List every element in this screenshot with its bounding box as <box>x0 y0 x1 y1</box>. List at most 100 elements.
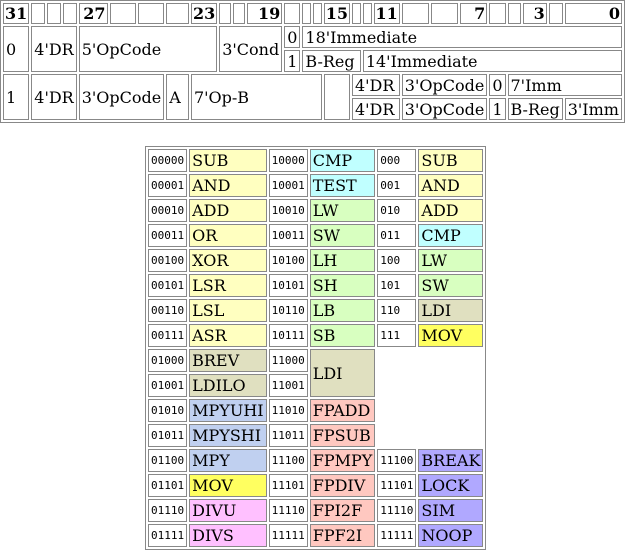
format1-a-field: A <box>166 74 189 120</box>
opcode-code: 01100 <box>148 449 188 472</box>
opcode-empty-cell <box>418 399 483 422</box>
opcode-mnemonic: FPF2I <box>309 524 376 547</box>
opcode-code: 01001 <box>148 374 188 397</box>
opcode-empty-cell <box>377 349 416 372</box>
opcode-mnemonic: BREAK <box>418 449 484 472</box>
opcode-code: 11000 <box>268 349 308 372</box>
opcode-empty-cell <box>377 399 416 422</box>
opcode-code: 00101 <box>148 274 188 297</box>
opcode-table-body: 00000 SUB 10000 CMP 000 SUB 00001 AND 10001 TEST 0… <box>148 149 484 547</box>
opcode-code: 01111 <box>148 524 188 547</box>
opcode-mnemonic: LW <box>309 199 376 222</box>
opcode-code: 001 <box>377 174 417 197</box>
opcode-mnemonic: FPDIV <box>309 474 376 497</box>
bit-cell <box>302 3 312 24</box>
opcode-code: 10001 <box>268 174 308 197</box>
opcode-code: 10101 <box>268 274 308 297</box>
opcode-table: 00000 SUB 10000 CMP 000 SUB 00001 AND 10001 TEST 0… <box>145 146 487 550</box>
opcode-row: 01100 MPY 11100 FPMPY 11100 BREAK <box>148 449 484 472</box>
opcode-code: 11001 <box>268 374 308 397</box>
opcode-code: 000 <box>377 149 417 172</box>
opcode-mnemonic: MOV <box>189 474 267 497</box>
opcode-mnemonic: LW <box>418 249 484 272</box>
opcode-row: 01010 MPYUHI 11010 FPADD <box>148 399 483 422</box>
opcode-row: 01101 MOV 11101 FPDIV 11101 LOCK <box>148 474 484 497</box>
opcode-code: 00010 <box>148 199 188 222</box>
opcode-code: 00011 <box>148 224 188 247</box>
opcode-row: 00011 OR 10011 SW 011 CMP <box>148 224 484 247</box>
opcode-mnemonic: ASR <box>189 324 267 347</box>
opcode-mnemonic: AND <box>189 174 267 197</box>
bit-cell <box>219 3 232 24</box>
opcode-code: 11111 <box>377 524 417 547</box>
opcode-mnemonic: NOOP <box>418 524 484 547</box>
format0-opcode-field: 5'OpCode <box>78 26 218 72</box>
bit-cell <box>137 3 165 24</box>
opcode-row: 00000 SUB 10000 CMP 000 SUB <box>148 149 484 172</box>
opcode-code: 10110 <box>268 299 308 322</box>
opcode-code: 11100 <box>268 449 308 472</box>
opcode-mnemonic: LDI <box>309 349 376 397</box>
opcode-row: 00001 AND 10001 TEST 001 AND <box>148 174 484 197</box>
instruction-encoding-table: 31 27 23 19 15 11 7 3 0 0 4'DR 5'OpCode … <box>0 0 625 123</box>
opcode-code: 01011 <box>148 424 188 447</box>
bit-11: 11 <box>373 3 400 24</box>
opcode-mnemonic: MPYUHI <box>189 399 267 422</box>
format0-imm18-field: 18'Immediate <box>302 26 622 48</box>
opcode-mnemonic: LOCK <box>418 474 484 497</box>
format0-select-1: 1 <box>284 50 301 72</box>
opcode-code: 111 <box>377 324 417 347</box>
opcode-mnemonic: FPADD <box>309 399 376 422</box>
bit-cell <box>284 3 301 24</box>
opcode-mnemonic: LH <box>309 249 376 272</box>
format1-row-b: 4'DR 3'OpCode 1 B-Reg 3'Imm <box>3 98 622 120</box>
opcode-code: 11010 <box>268 399 308 422</box>
format0-row-b: 1 B-Reg 14'Immediate <box>3 50 622 72</box>
opcode-code: 010 <box>377 199 417 222</box>
opcode-row: 00101 LSR 10101 SH 101 SW <box>148 274 484 297</box>
opcode-mnemonic: SW <box>309 224 376 247</box>
opcode-mnemonic: AND <box>418 174 484 197</box>
format1-row2-breg: B-Reg <box>507 98 563 120</box>
opcode-mnemonic: TEST <box>309 174 376 197</box>
bit-cell <box>351 3 361 24</box>
opcode-mnemonic: DIVS <box>189 524 267 547</box>
bit-15: 15 <box>323 3 350 24</box>
opcode-mnemonic: LDI <box>418 299 484 322</box>
opcode-mnemonic: SB <box>309 324 376 347</box>
opcode-code: 01010 <box>148 399 188 422</box>
bit-23: 23 <box>190 3 218 24</box>
bit-19: 19 <box>247 3 283 24</box>
opcode-code: 11011 <box>268 424 308 447</box>
opcode-code: 11100 <box>377 449 417 472</box>
opcode-code: 11101 <box>268 474 308 497</box>
format1-opb-field: 7'Op-B <box>190 74 322 120</box>
opcode-code: 00000 <box>148 149 188 172</box>
opcode-row: 00111 ASR 10111 SB 111 MOV <box>148 324 484 347</box>
opcode-mnemonic: SIM <box>418 499 484 522</box>
opcode-row: 01111 DIVS 11111 FPF2I 11111 NOOP <box>148 524 484 547</box>
opcode-code: 11110 <box>377 499 417 522</box>
bit-cell <box>166 3 189 24</box>
opcode-code: 01101 <box>148 474 188 497</box>
opcode-mnemonic: BREV <box>189 349 267 372</box>
bit-position-header: 31 27 23 19 15 11 7 3 0 <box>3 3 622 24</box>
bit-cell <box>489 3 506 24</box>
bit-cell <box>548 3 563 24</box>
bit-cell <box>109 3 136 24</box>
opcode-mnemonic: LB <box>309 299 376 322</box>
opcode-code: 00001 <box>148 174 188 197</box>
opcode-code: 10111 <box>268 324 308 347</box>
bit-cell <box>507 3 522 24</box>
opcode-code: 00111 <box>148 324 188 347</box>
format1-lead-bit: 1 <box>3 74 30 120</box>
opcode-empty-cell <box>377 424 416 447</box>
opcode-empty-cell <box>418 349 483 372</box>
bit-cell <box>362 3 372 24</box>
opcode-mnemonic: SH <box>309 274 376 297</box>
opcode-mnemonic: OR <box>189 224 267 247</box>
format0-imm14-field: 14'Immediate <box>362 50 622 72</box>
format1-row1-select: 0 <box>489 74 506 96</box>
opcode-mnemonic: MPY <box>189 449 267 472</box>
opcode-code: 01000 <box>148 349 188 372</box>
